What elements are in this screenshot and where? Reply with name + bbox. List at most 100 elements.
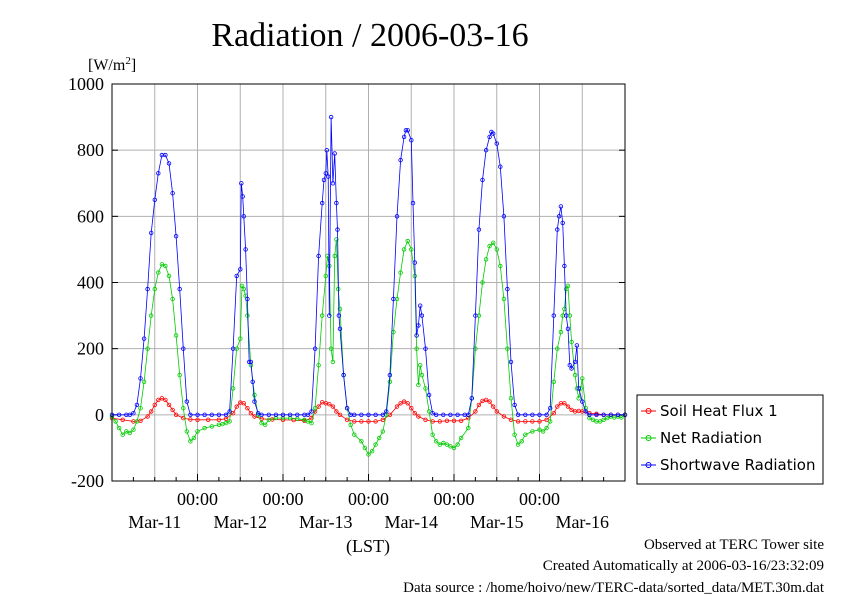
data-point [145,286,150,292]
y-tick-label: 800 [77,140,104,160]
data-point [430,411,435,416]
data-point [564,313,569,318]
data-point [266,412,271,417]
data-point [328,346,334,351]
data-point [250,379,255,384]
x-axis-label: (LST) [346,536,390,557]
data-point [316,363,321,368]
data-point [173,412,179,417]
data-point [398,401,403,406]
data-point [166,402,172,408]
data-point [327,313,332,318]
data-point [124,429,129,434]
data-point [337,412,343,417]
data-point [309,409,314,414]
data-point [401,399,407,404]
legend-label: Shortwave Radiation [660,456,816,474]
data-point [163,152,168,158]
data-point [512,432,517,437]
data-point [287,412,293,417]
data-point [537,412,542,417]
data-point [141,336,147,341]
data-point [369,449,375,454]
data-point [576,386,581,391]
legend-label: Soil Heat Flux 1 [660,402,778,420]
data-point [341,372,346,378]
data-point [335,227,340,232]
data-point [202,425,207,431]
legend-items: Soil Heat Flux 1 Net Radiation Shortwave R… [641,402,816,474]
data-point [362,445,368,451]
legend-swatch-marker [645,435,652,441]
data-point [295,416,300,421]
data-point [487,243,492,249]
data-point [494,141,499,146]
data-point [245,296,250,302]
data-point [597,419,603,424]
data-point [145,414,150,419]
data-point [515,419,521,424]
data-point [434,412,439,417]
data-point [239,283,245,288]
data-point [551,313,556,318]
data-point [555,346,560,351]
data-point [558,204,564,209]
data-point [352,412,357,417]
data-point [523,432,528,437]
x-time-label: 00:00 [262,489,303,509]
data-point [423,346,428,351]
data-point [170,190,175,196]
data-point [373,419,378,424]
data-point [384,409,389,414]
data-point [181,406,186,411]
data-point [352,432,357,437]
series-group [109,114,628,457]
data-point [195,429,200,434]
data-point [540,429,546,434]
data-point [156,171,161,176]
data-point [466,412,471,417]
data-point [572,372,578,378]
data-point [560,220,565,226]
data-point [223,412,229,417]
y-tick-label: 1000 [68,74,104,94]
data-point [120,417,125,422]
data-point [576,396,581,401]
data-point [184,429,189,434]
data-point [409,406,414,411]
data-point [405,128,410,133]
x-time-label: 00:00 [519,489,560,509]
data-point [245,313,250,318]
data-point [131,411,136,416]
data-point [498,263,503,269]
data-point [332,253,337,259]
data-point [409,247,414,252]
data-point [574,343,580,348]
data-point [377,435,382,441]
data-point [476,227,482,232]
data-point [323,171,328,176]
series-2 [109,114,628,417]
data-point [551,411,556,416]
data-point [227,409,232,414]
data-point [548,419,553,424]
data-point [391,296,396,302]
data-point [325,253,330,259]
data-point [216,417,222,422]
data-point [252,392,257,398]
data-point [530,419,535,424]
data-point [209,412,214,417]
data-point [423,386,428,391]
data-point [263,422,268,427]
data-point [569,366,574,371]
data-point [583,409,588,414]
data-point [327,402,332,407]
data-point [494,409,499,414]
data-point [544,425,549,431]
data-point [127,430,132,436]
x-day-label: Mar-15 [470,512,524,532]
footer-created: Created Automatically at 2006-03-16/23:3… [543,558,824,574]
data-point [120,432,125,437]
data-point [191,435,197,441]
data-point [295,412,300,417]
